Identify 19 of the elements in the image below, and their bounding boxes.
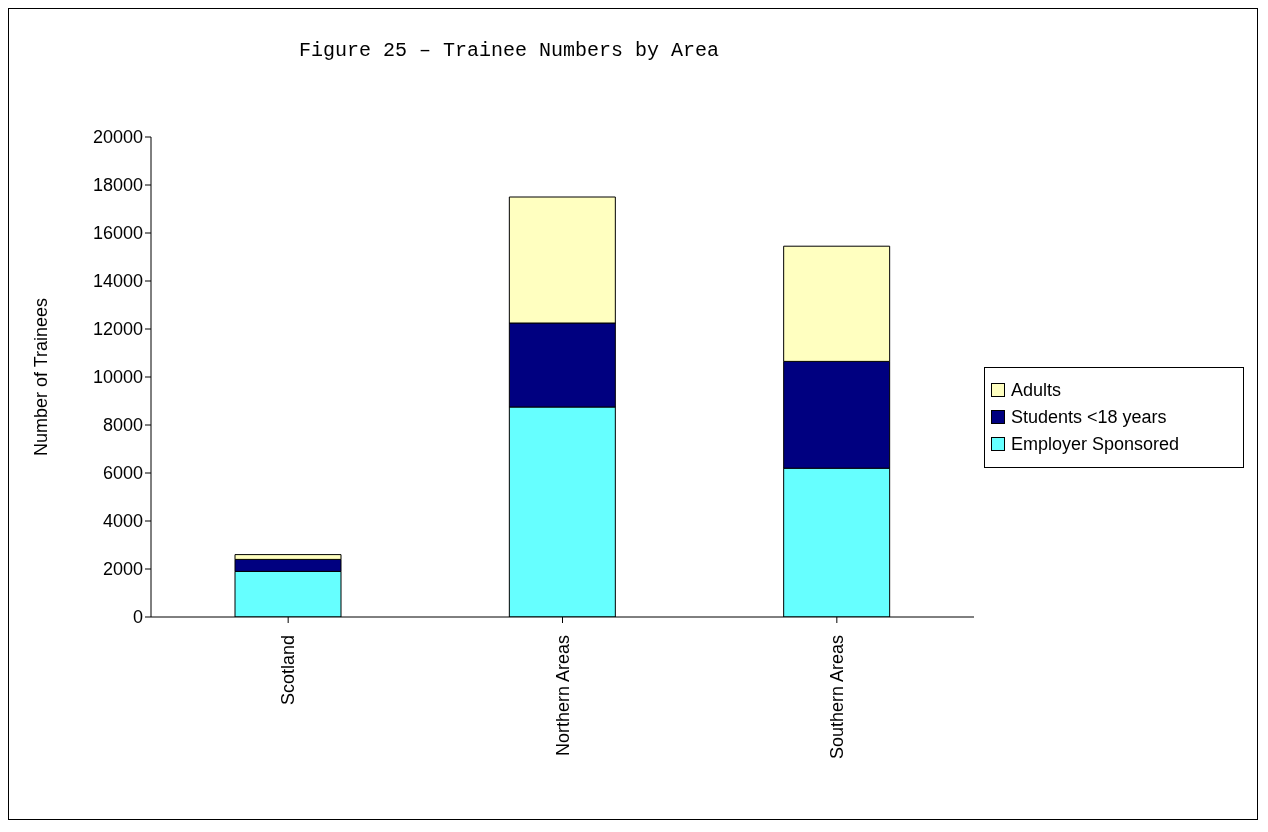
x-tick-label: Scotland [278, 635, 299, 706]
y-tick-label: 8000 [102, 415, 143, 436]
y-tick-label: 20000 [92, 127, 143, 148]
y-axis-title: Number of Trainees [31, 297, 52, 457]
legend-label: Adults [1011, 379, 1062, 401]
y-tick-label: 0 [132, 607, 143, 628]
legend-label: Employer Sponsored [1011, 433, 1180, 455]
chart-title: Figure 25 – Trainee Numbers by Area [297, 39, 721, 62]
y-tick-label: 18000 [92, 175, 143, 196]
y-tick-label: 2000 [102, 559, 143, 580]
y-tick-label: 6000 [102, 463, 143, 484]
y-tick-label: 16000 [92, 223, 143, 244]
y-tick-label: 4000 [102, 511, 143, 532]
y-tick-label: 12000 [92, 319, 143, 340]
y-tick-label: 14000 [92, 271, 143, 292]
x-tick-label: Northern Areas [552, 635, 573, 757]
x-tick-label: Southern Areas [826, 635, 847, 760]
y-tick-label: 10000 [92, 367, 143, 388]
legend-label: Students <18 years [1011, 406, 1167, 428]
